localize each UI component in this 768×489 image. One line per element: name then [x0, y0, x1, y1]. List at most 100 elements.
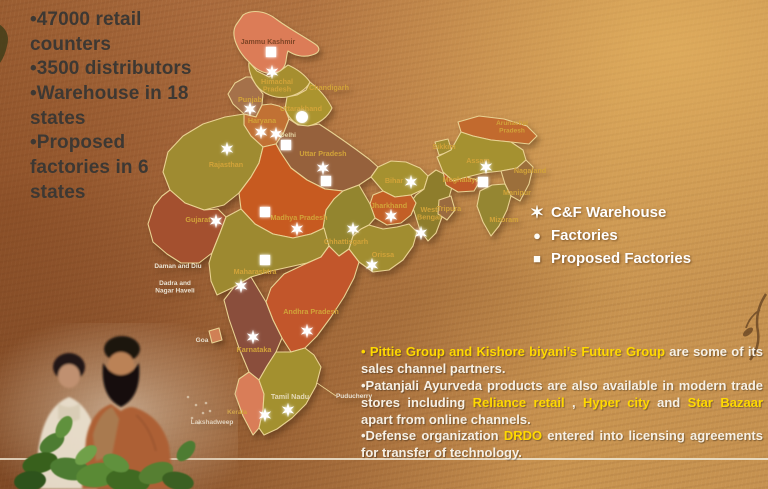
state-gujarat: [147, 189, 227, 264]
legend-label: Factories: [551, 227, 618, 244]
cf-warehouse-marker: [281, 402, 295, 418]
state-label-sikkim: Sikkim: [432, 142, 455, 151]
state-andhra-pradesh: [265, 245, 360, 353]
state-jharkhand: [369, 190, 417, 226]
legend-label: C&F Warehouse: [551, 204, 667, 221]
state-label-punjab: Punjab: [238, 95, 263, 104]
note-highlight: Star Bazaar: [687, 394, 764, 410]
cf-warehouse-marker: [346, 221, 360, 237]
leaf-decoration-left: [0, 24, 8, 63]
stats-list: •47000 retail counters •3500 distributors…: [30, 8, 208, 206]
state-mizoram-tripura-arm: [476, 183, 512, 237]
note-paragraph: •Patanjali Ayurveda products are also av…: [361, 378, 763, 429]
map-legend: ✶ C&F Warehouse ● Factories ■ Proposed Factor…: [527, 204, 691, 273]
state-orissa: [348, 223, 418, 273]
legend-item: ● Factories: [527, 227, 691, 244]
state-label-manipur: Manipur: [503, 188, 531, 197]
state-label-karnataka: Karnataka: [237, 345, 273, 354]
state-label-orissa: Orissa: [372, 250, 395, 259]
stat-item: •Warehouse in 18 states: [30, 83, 189, 129]
factory-marker: [296, 111, 308, 123]
state-label-himachal-pradesh: Himachal Pradesh: [261, 77, 293, 94]
cf-warehouse-marker: [234, 278, 248, 294]
cf-warehouse-marker: [316, 160, 330, 176]
divider-line: [0, 458, 768, 460]
notes-block: • Pittie Group and Kishore biyani’s Futu…: [361, 344, 763, 462]
note-text: ,: [564, 394, 584, 410]
state-label-puducherry: Puducherry: [336, 393, 373, 400]
cf-warehouse-marker: [479, 159, 493, 175]
state-label-chandigarh: Chandigarh: [309, 83, 349, 92]
cf-warehouse-marker: [243, 101, 257, 117]
cf-warehouse-marker: [414, 225, 428, 241]
state-label-meghalaya: Meghalaya: [443, 175, 481, 184]
state-label-assam: Assam: [466, 156, 490, 165]
cf-warehouse-marker: [220, 141, 234, 157]
state-label-dadra-and-nagar-haveli: Dadra and Nagar Haveli: [155, 280, 195, 295]
state-meghalaya: [442, 171, 481, 193]
cf-warehouse-marker: [404, 174, 418, 190]
leaves-foreground: [14, 416, 196, 489]
state-label-chhattisgarh: Chhattisgarh: [324, 237, 368, 246]
state-label-tamil-nadu: Tamil Nadu: [271, 392, 309, 401]
note-text: apart from online channels.: [361, 411, 531, 427]
cf-warehouse-marker: [246, 329, 260, 345]
state-label-gujarat: Gujarat: [185, 215, 211, 224]
note-text: entered into licensing agreements for tr…: [361, 428, 763, 461]
state-label-bihar: Bihar: [385, 176, 404, 185]
state-tamil-nadu: [258, 347, 322, 436]
proposed-factory-marker: [320, 175, 332, 187]
cf-warehouse-marker: [290, 221, 304, 237]
state-label-jammu-kashmir: Jammu Kashmir: [241, 39, 296, 46]
cf-warehouse-marker: [209, 213, 223, 229]
stat-item: •Proposed factories in 6 states: [30, 132, 149, 203]
proposed-factory-marker: [265, 46, 277, 58]
founders-photo: [0, 323, 238, 489]
note-highlight: •: [361, 344, 370, 359]
proposed-factory-marker: [477, 176, 489, 188]
note-paragraph: • Pittie Group and Kishore biyani’s Futu…: [361, 344, 763, 378]
stat-item: •47000 retail counters: [30, 9, 142, 55]
star-icon: ✶: [529, 203, 545, 222]
state-label-uttarakhand: Uttarakhand: [280, 104, 322, 113]
cf-warehouse-marker: [265, 64, 279, 80]
square-icon: ■: [533, 251, 541, 266]
cf-warehouse-marker: [384, 208, 398, 224]
state-label-andhra-pradesh: Andhra Pradesh: [283, 307, 339, 316]
cf-warehouse-marker: [258, 407, 272, 423]
cf-warehouse-marker: [300, 323, 314, 339]
state-label-daman-and-diu: Daman and Diu: [154, 263, 201, 270]
note-text: are some of its sales channel partners.: [361, 344, 763, 376]
note-text: and: [649, 394, 688, 410]
state-label-west-bengal: West Bengal: [417, 205, 441, 222]
twig-decoration-right: [743, 293, 768, 361]
state-label-arunachal-pradesh: Arunachal Pradesh: [496, 120, 528, 135]
note-highlight: DRDO: [503, 428, 543, 444]
state-label-jharkhand: Jharkhand: [371, 201, 407, 210]
note-paragraph: •Defense organization DRDO entered into …: [361, 428, 763, 462]
state-label-rajasthan: Rajasthan: [209, 160, 243, 169]
state-label-delhi: Delhi: [280, 132, 296, 139]
proposed-factory-marker: [280, 139, 292, 151]
note-text: •Patanjali Ayurveda products are also av…: [361, 377, 763, 410]
legend-label: Proposed Factories: [551, 250, 692, 267]
note-highlight: Reliance retail: [472, 394, 565, 410]
cf-warehouse-marker: [269, 126, 283, 142]
note-highlight: Pittie Group and Kishore biyani’s Future…: [369, 344, 666, 359]
legend-item: ✶ C&F Warehouse: [527, 204, 691, 221]
note-text: •Defense organization: [361, 428, 504, 444]
state-label-madhya-pradesh: Madhya Pradesh: [270, 213, 327, 222]
state-label-uttar-pradesh: Uttar Pradesh: [299, 149, 346, 158]
state-label-nagaland: Nagaland: [514, 166, 546, 175]
cf-warehouse-marker: [254, 124, 268, 140]
proposed-factory-marker: [259, 206, 271, 218]
stat-item: •3500 distributors: [30, 58, 192, 80]
proposed-factory-marker: [259, 254, 271, 266]
state-label-haryana: Haryana: [248, 116, 277, 125]
puducherry-pointer-line: [316, 382, 337, 397]
state-label-tripura: Tripura: [437, 204, 462, 213]
circle-icon: ●: [533, 228, 541, 243]
state-label-mizoram: Mizoram: [489, 215, 518, 224]
